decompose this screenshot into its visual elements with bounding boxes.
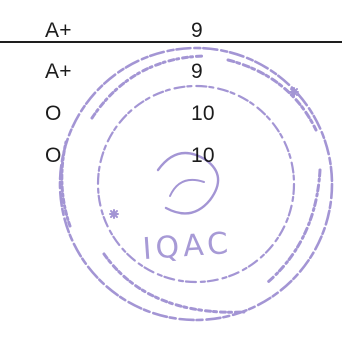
grade-points-cell: 10: [191, 102, 215, 125]
grade-cell: O: [45, 102, 62, 125]
table-divider: [0, 41, 342, 43]
table-row: O 10: [0, 140, 342, 172]
grade-points-cell: 9: [191, 19, 203, 42]
grade-cell: O: [45, 144, 62, 167]
grade-points-cell: 9: [191, 60, 203, 83]
table-row: A+ 9: [0, 56, 342, 88]
seal-center-text: IQAC: [142, 226, 234, 267]
table-row: O 10: [0, 98, 342, 130]
grade-cell: A+: [45, 60, 72, 83]
grade-cell: A+: [45, 19, 72, 42]
table-row: A+ 9: [0, 15, 342, 47]
grade-points-cell: 10: [191, 144, 215, 167]
